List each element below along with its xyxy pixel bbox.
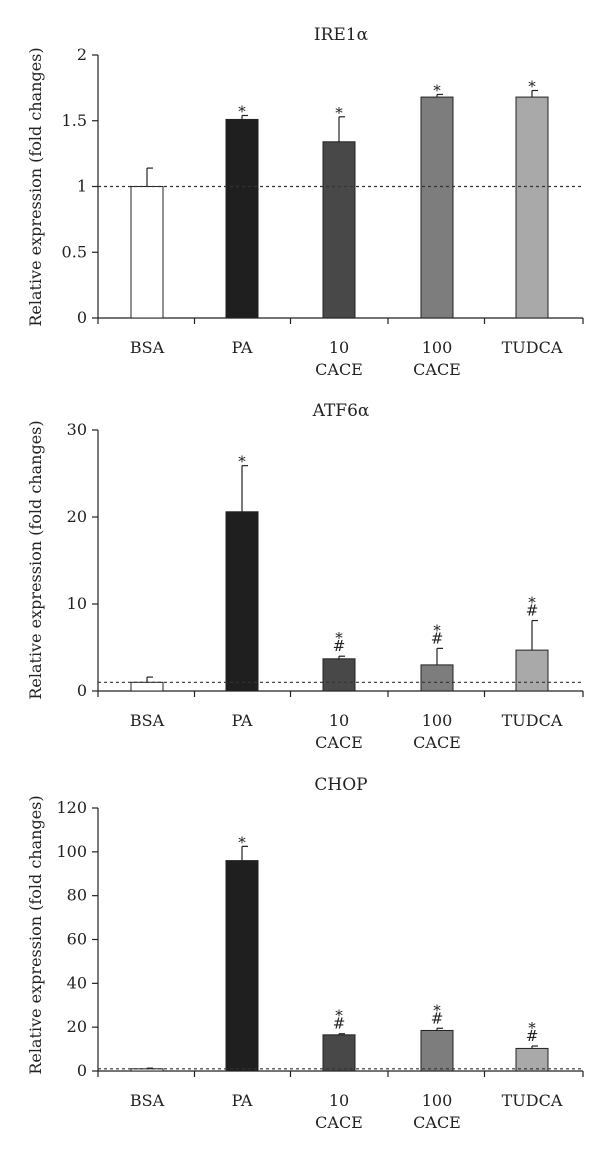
significance-asterisk: *	[238, 833, 246, 851]
significance-asterisk: *	[238, 102, 246, 120]
bar	[130, 186, 164, 319]
x-tick-label: BSA	[130, 1091, 165, 1110]
y-tick-label: 0	[77, 681, 87, 700]
chart-panel-chop: CHOP Relative expression (fold changes) …	[26, 775, 584, 1132]
y-ticks: 0 10 20 30	[67, 420, 98, 700]
x-tick-label: CACE	[413, 1113, 461, 1132]
significance-asterisk: *	[335, 104, 343, 122]
y-tick-label: 1.5	[62, 111, 87, 130]
y-axis: 0 0.5 1 1.5 2	[62, 45, 99, 327]
significance-asterisk: *	[528, 78, 536, 96]
bars: **#*#*#	[130, 453, 549, 692]
significance-asterisk: *	[335, 629, 343, 647]
x-tick-label: 10	[329, 338, 349, 357]
y-tick-label: 30	[67, 420, 87, 439]
significance-asterisk: *	[335, 1007, 343, 1025]
x-tick-label: 100	[422, 711, 453, 730]
bar	[420, 1029, 454, 1072]
bar	[420, 664, 454, 692]
y-tick-label: 40	[67, 973, 87, 992]
bars: **#*#*#	[130, 833, 549, 1072]
significance-asterisk: *	[433, 621, 441, 639]
significance-asterisk: *	[433, 81, 441, 99]
x-axis: BSA PA 10 CACE 100 CACE TUDCA	[97, 1070, 584, 1132]
bar	[225, 118, 259, 319]
y-ticks: 0 20 40 60 80 100 120	[56, 798, 98, 1080]
x-tick-label: TUDCA	[502, 1091, 563, 1110]
y-tick-label: 0	[77, 1061, 87, 1080]
x-tick-label: CACE	[315, 1113, 363, 1132]
y-tick-label: 120	[56, 798, 87, 817]
y-ticks: 0 0.5 1 1.5 2	[62, 45, 98, 327]
significance-hash: #	[526, 602, 539, 620]
x-tick-label: CACE	[413, 733, 461, 752]
significance-asterisk: *	[433, 1001, 441, 1019]
x-tick-label: PA	[232, 711, 253, 730]
x-tick-label: PA	[232, 338, 253, 357]
chart-title: CHOP	[314, 775, 367, 795]
significance-hash: #	[333, 1015, 346, 1033]
y-tick-label: 60	[67, 930, 87, 949]
y-tick-label: 80	[67, 886, 87, 905]
y-axis: 0 10 20 30	[67, 420, 99, 700]
significance-hash: #	[333, 637, 346, 655]
significance-asterisk: *	[528, 594, 536, 612]
bar	[322, 141, 356, 319]
x-tick-label: 100	[422, 338, 453, 357]
x-tick-label: CACE	[413, 360, 461, 379]
y-axis: 0 20 40 60 80 100 120	[56, 798, 99, 1080]
significance-hash: #	[526, 1027, 539, 1045]
y-tick-label: 0.5	[62, 242, 87, 261]
y-axis-label: Relative expression (fold changes)	[26, 795, 45, 1074]
x-ticks: BSA PA 10 CACE 100 CACE TUDCA	[97, 691, 584, 752]
x-tick-label: BSA	[130, 338, 165, 357]
bar	[130, 681, 164, 692]
bar	[322, 1034, 356, 1072]
bar	[225, 860, 259, 1072]
significance-hash: #	[431, 629, 444, 647]
bar	[420, 96, 454, 319]
x-ticks: BSA PA 10 CACE 100 CACE TUDCA	[97, 1071, 584, 1132]
x-tick-label: 10	[329, 1091, 349, 1110]
bars: * * * *	[130, 78, 549, 319]
chart-title: ATF6α	[312, 401, 370, 421]
x-ticks: BSA PA 10 CACE 100 CACE TUDCA	[97, 318, 584, 379]
x-tick-label: CACE	[315, 733, 363, 752]
x-tick-label: TUDCA	[502, 338, 563, 357]
bar	[322, 658, 356, 692]
significance-hash: #	[431, 1009, 444, 1027]
y-tick-label: 20	[67, 1017, 87, 1036]
significance-asterisk: *	[238, 453, 246, 471]
x-axis: BSA PA 10 CACE 100 CACE TUDCA	[97, 690, 584, 752]
x-tick-label: TUDCA	[502, 711, 563, 730]
bar	[515, 96, 549, 319]
x-tick-label: CACE	[315, 360, 363, 379]
y-tick-label: 2	[77, 45, 87, 64]
x-tick-label: 10	[329, 711, 349, 730]
bar	[515, 1047, 549, 1072]
y-tick-label: 10	[67, 594, 87, 613]
x-axis: BSA PA 10 CACE 100 CACE TUDCA	[97, 317, 584, 379]
y-tick-label: 1	[77, 177, 87, 196]
y-axis-label: Relative expression (fold changes)	[26, 47, 45, 326]
y-tick-label: 20	[67, 507, 87, 526]
chart-panel-ire1a: IRE1α Relative expression (fold changes)…	[26, 25, 584, 379]
significance-asterisk: *	[528, 1019, 536, 1037]
y-tick-label: 100	[56, 842, 87, 861]
y-axis-label: Relative expression (fold changes)	[26, 420, 45, 699]
chart-title: IRE1α	[314, 25, 369, 45]
chart-panel-atf6a: ATF6α Relative expression (fold changes)…	[26, 401, 584, 752]
bar	[515, 649, 549, 692]
x-tick-label: BSA	[130, 711, 165, 730]
bar	[225, 511, 259, 692]
x-tick-label: PA	[232, 1091, 253, 1110]
x-tick-label: 100	[422, 1091, 453, 1110]
y-tick-label: 0	[77, 308, 87, 327]
